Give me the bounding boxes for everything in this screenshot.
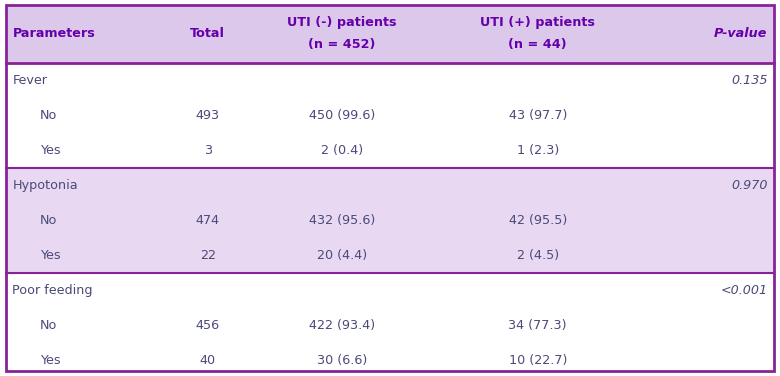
- Text: 450 (99.6): 450 (99.6): [309, 109, 375, 122]
- Text: <0.001: <0.001: [721, 284, 768, 297]
- Text: 422 (93.4): 422 (93.4): [309, 318, 375, 332]
- Bar: [6, 273, 774, 308]
- Text: 432 (95.6): 432 (95.6): [309, 214, 375, 227]
- Text: 42 (95.5): 42 (95.5): [509, 214, 567, 227]
- Text: 2 (4.5): 2 (4.5): [516, 249, 558, 262]
- Text: UTI (-) patients: UTI (-) patients: [287, 16, 397, 29]
- Bar: [6, 63, 774, 98]
- Bar: [6, 203, 774, 238]
- Text: 10 (22.7): 10 (22.7): [509, 353, 567, 367]
- Text: Parameters: Parameters: [12, 27, 95, 40]
- Text: 40: 40: [200, 353, 216, 367]
- Bar: [6, 238, 774, 273]
- Text: Fever: Fever: [12, 74, 48, 87]
- Text: 43 (97.7): 43 (97.7): [509, 109, 567, 122]
- Text: 474: 474: [196, 214, 220, 227]
- Bar: [6, 308, 774, 343]
- Text: Total: Total: [190, 27, 225, 40]
- Text: 22: 22: [200, 249, 216, 262]
- Text: No: No: [40, 214, 57, 227]
- Bar: [6, 98, 774, 133]
- Text: No: No: [40, 318, 57, 332]
- Text: 456: 456: [196, 318, 220, 332]
- Text: 20 (4.4): 20 (4.4): [317, 249, 367, 262]
- Text: 34 (77.3): 34 (77.3): [509, 318, 567, 332]
- Text: (n = 452): (n = 452): [308, 38, 376, 52]
- Text: 1 (2.3): 1 (2.3): [516, 144, 559, 157]
- Text: UTI (+) patients: UTI (+) patients: [480, 16, 595, 29]
- Text: 3: 3: [204, 144, 212, 157]
- Text: Yes: Yes: [40, 249, 60, 262]
- Text: Yes: Yes: [40, 144, 60, 157]
- Text: Poor feeding: Poor feeding: [12, 284, 93, 297]
- Bar: [6, 168, 774, 203]
- Text: Hypotonia: Hypotonia: [12, 179, 78, 192]
- Text: 30 (6.6): 30 (6.6): [317, 353, 367, 367]
- Text: Yes: Yes: [40, 353, 60, 367]
- Text: P-value: P-value: [714, 27, 768, 40]
- Text: 493: 493: [196, 109, 220, 122]
- Text: 0.970: 0.970: [731, 179, 768, 192]
- Text: (n = 44): (n = 44): [509, 38, 567, 52]
- Bar: [6, 5, 774, 63]
- Text: 0.135: 0.135: [731, 74, 768, 87]
- Text: No: No: [40, 109, 57, 122]
- Text: 2 (0.4): 2 (0.4): [321, 144, 363, 157]
- Bar: [6, 343, 774, 376]
- Bar: [6, 133, 774, 168]
